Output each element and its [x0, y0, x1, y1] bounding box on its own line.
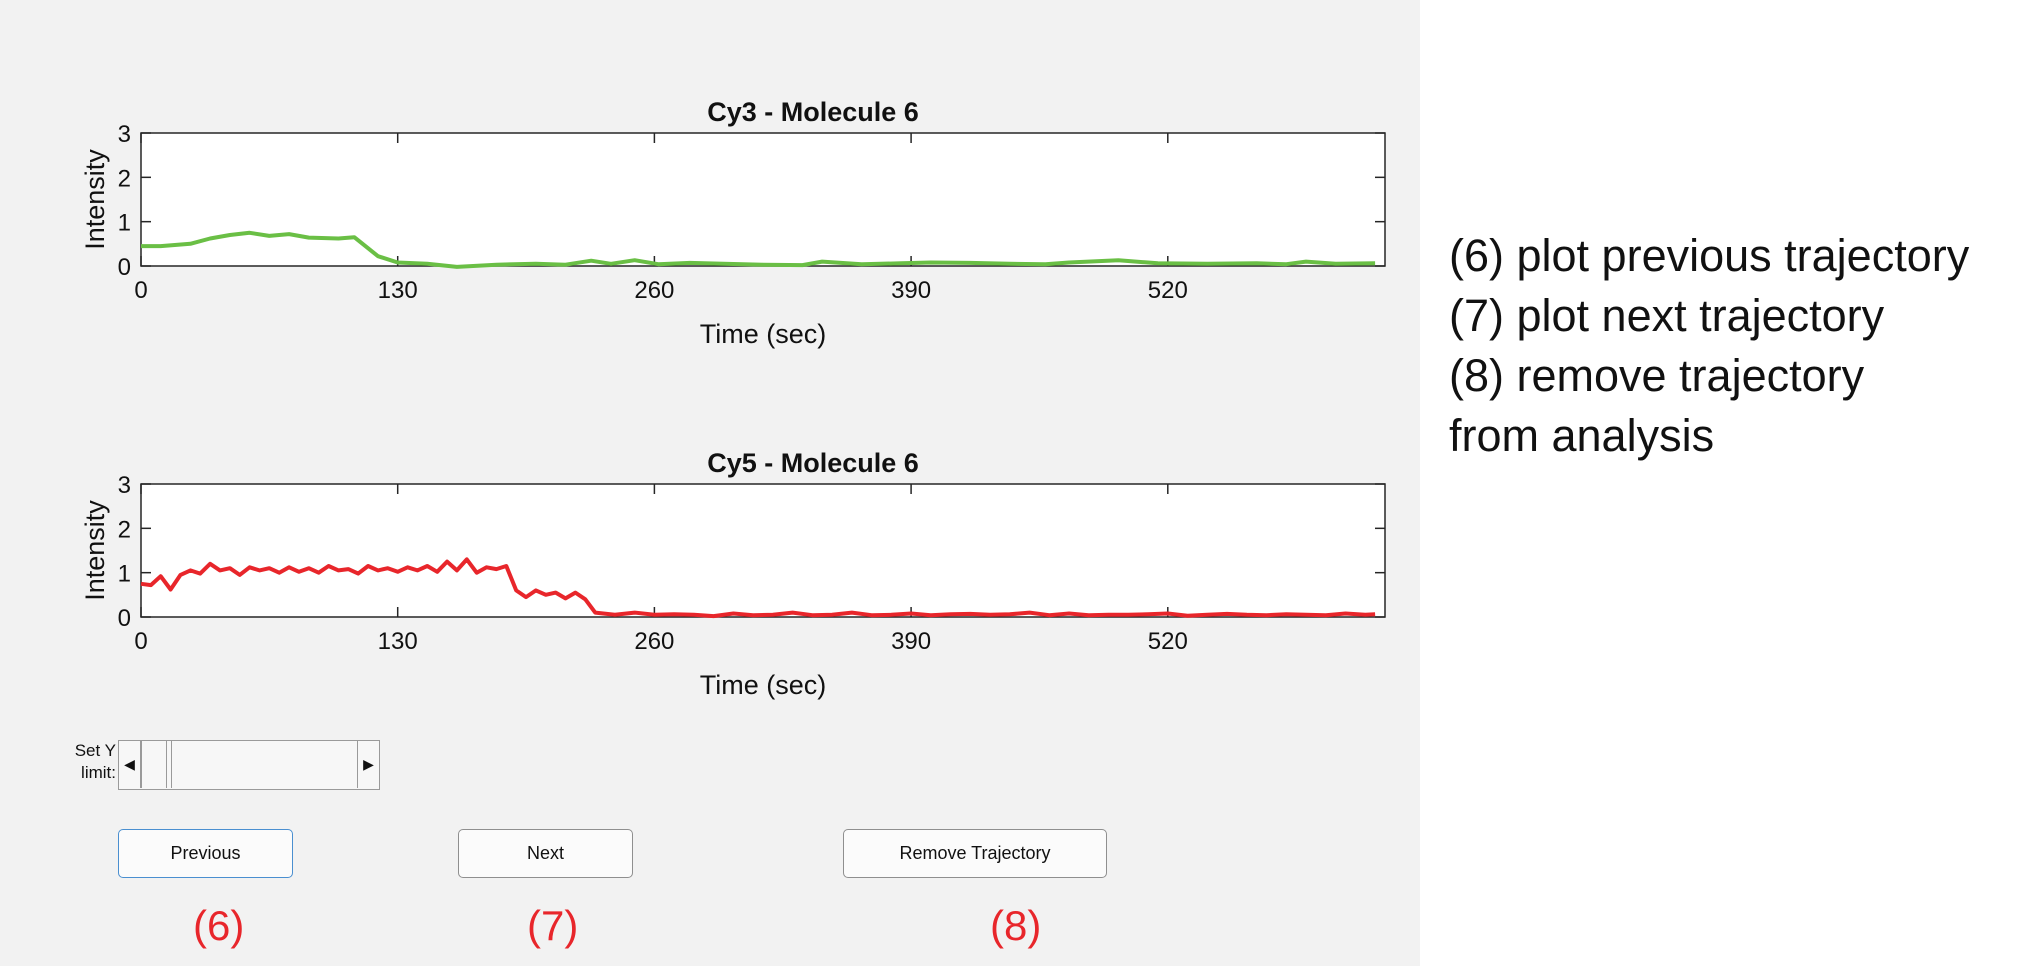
annotation-line-next: (7) plot next trajectory: [1449, 290, 1885, 341]
y-tick-label: 2: [118, 165, 131, 192]
set-y-limit-label: Set Y limit:: [74, 741, 116, 782]
annotation-line-from-analysis: from analysis: [1449, 410, 1715, 461]
x-tick-label: 390: [891, 628, 931, 655]
plot-title: Cy3 - Molecule 6: [707, 97, 919, 127]
x-tick-label: 260: [634, 277, 674, 304]
y-tick-label: 1: [118, 210, 131, 237]
x-tick-label: 520: [1148, 628, 1188, 655]
axes-box: [140, 483, 1386, 618]
annotation-panel: (6) plot previous trajectory (7) plot ne…: [1420, 0, 2027, 966]
callout-6: (6): [193, 902, 245, 949]
intensity-trace: [141, 230, 1376, 269]
previous-button[interactable]: Previous: [118, 829, 293, 878]
intensity-trace: [140, 557, 1376, 619]
callout-8: (8): [990, 902, 1042, 949]
y-tick-label: 1: [118, 561, 131, 588]
y-tick-label: 3: [118, 472, 131, 499]
slider-thumb[interactable]: [141, 741, 172, 788]
annotation-line-remove: (8) remove trajectory: [1449, 350, 1865, 401]
x-tick-label: 130: [378, 277, 418, 304]
y-tick-label: 0: [118, 254, 131, 281]
slider-thumb-grip: [166, 741, 172, 788]
cy5-plot: Cy5 - Molecule 6 0 130 260 390 520 0 1 2 3 Time (s…: [80, 448, 1386, 700]
x-tick-label: 130: [378, 628, 418, 655]
x-tick-label: 260: [634, 628, 674, 655]
slider-right-arrow-icon[interactable]: ▶: [357, 741, 379, 788]
y-tick-label: 3: [118, 121, 131, 148]
slider-left-arrow-icon[interactable]: ◀: [119, 741, 141, 788]
x-tick-label: 0: [134, 277, 147, 304]
axes-box: [140, 132, 1386, 267]
next-button[interactable]: Next: [458, 829, 633, 878]
x-tick-label: 520: [1148, 277, 1188, 304]
y-tick-label: 2: [118, 516, 131, 543]
remove-trajectory-button[interactable]: Remove Trajectory: [843, 829, 1107, 878]
cy3-plot: Cy3 - Molecule 6 0 130 260 390 520 0 1 2 3 Time (s…: [80, 97, 1386, 349]
y-axis-label: Intensity: [80, 149, 110, 250]
x-tick-label: 0: [134, 628, 147, 655]
x-axis-label: Time (sec): [700, 670, 827, 700]
x-axis-label: Time (sec): [700, 319, 827, 349]
app-panel: Cy3 - Molecule 6 0 130 260 390 520 0 1 2 3 Time (s…: [0, 0, 1420, 966]
annotation-line-previous: (6) plot previous trajectory: [1449, 230, 1970, 281]
y-limit-slider[interactable]: ◀ ▶: [118, 740, 380, 790]
y-tick-label: 0: [118, 605, 131, 632]
plot-title: Cy5 - Molecule 6: [707, 448, 919, 478]
callout-7: (7): [527, 902, 579, 949]
x-tick-label: 390: [891, 277, 931, 304]
y-axis-label: Intensity: [80, 500, 110, 601]
